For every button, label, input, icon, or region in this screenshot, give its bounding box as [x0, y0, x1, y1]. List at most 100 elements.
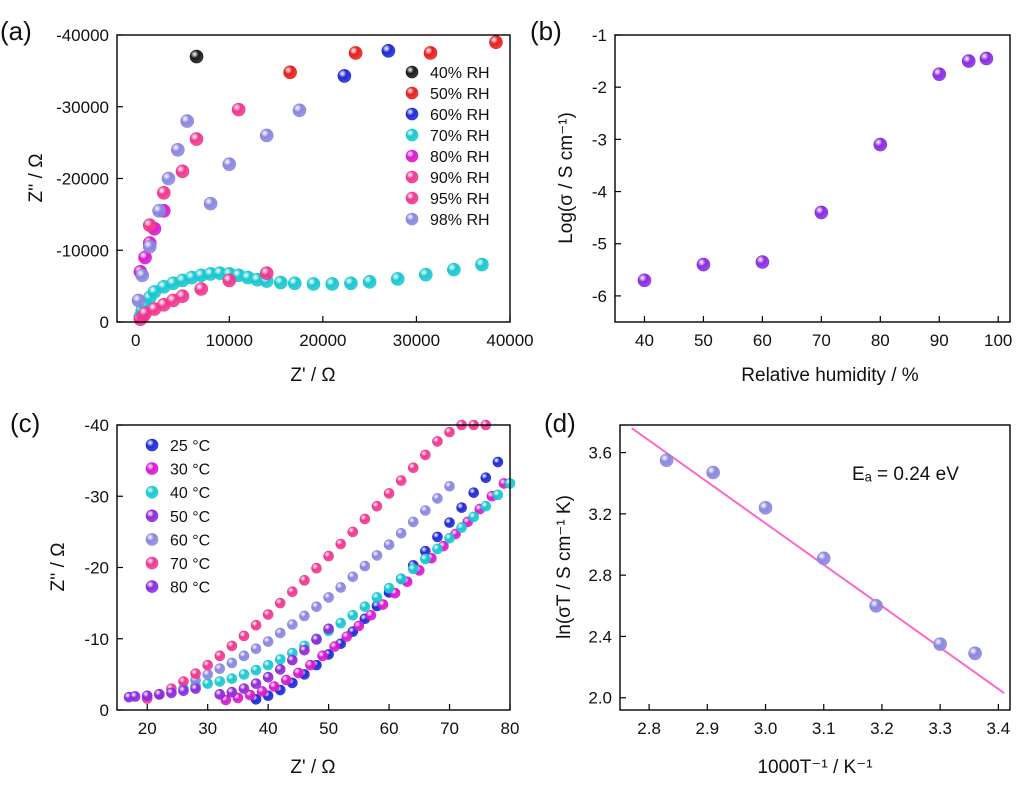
panel-d-xtick-label: 3.1 [812, 719, 836, 738]
data-point [299, 644, 310, 656]
panel-c-xtick-label: 60 [380, 719, 399, 738]
data-point [274, 597, 286, 609]
panel-c-ytick-label: -40 [84, 416, 109, 435]
data-point [637, 273, 652, 288]
legend-marker [145, 438, 159, 452]
data-point [816, 551, 831, 566]
panel-b-xtick-label: 60 [753, 331, 772, 350]
data-point [395, 527, 407, 539]
data-point [353, 620, 365, 632]
data-point [299, 575, 310, 586]
panel-c-xlabel: Z' / Ω [290, 757, 335, 778]
data-point [371, 550, 383, 561]
data-point [347, 609, 359, 621]
panel-d-ticks: 2.8 2.9 3.0 3.1 3.2 3.3 3.4 2.0 2.4 2.8 3.2 3.6 [588, 444, 1010, 738]
legend-entry: 95% RH [430, 191, 490, 208]
panel-c-xtick-label: 40 [259, 719, 278, 738]
panel-b-ytick-label: -2 [592, 78, 607, 97]
panel-b-marks [637, 51, 994, 288]
data-point [755, 255, 770, 269]
panel-c-xtick-label: 70 [440, 719, 459, 738]
data-point [202, 678, 213, 689]
panel-a: (a) 0 10000 20000 30000 40000 0 -10000 -20000 -3… [0, 16, 534, 386]
data-point [758, 500, 773, 515]
data-point [329, 641, 340, 652]
data-point [468, 487, 480, 498]
data-point [194, 282, 209, 296]
panel-d-ytick-label: 3.2 [588, 505, 612, 524]
legend-entry: 25 °C [170, 438, 210, 455]
data-point [226, 673, 238, 684]
legend-marker [405, 86, 419, 100]
data-point [238, 669, 250, 680]
data-point [231, 102, 246, 117]
legend-marker [145, 533, 159, 546]
data-point [444, 532, 455, 544]
data-point [250, 643, 262, 655]
legend-marker [405, 107, 419, 121]
data-point [135, 268, 150, 283]
data-point [226, 686, 238, 698]
panel-d-frame [619, 424, 1011, 711]
panel-c-xtick-label: 50 [319, 719, 338, 738]
data-point [432, 531, 443, 543]
panel-c-xtick-label: 20 [138, 719, 157, 738]
panel-b-xtick-label: 50 [694, 331, 713, 350]
data-point [152, 203, 166, 218]
panel-d-ylabel: ln(σT / S cm⁻¹ K) [554, 495, 575, 639]
panel-c-ytick-label: -30 [84, 487, 109, 506]
panel-b-xtick-label: 90 [930, 331, 949, 350]
panel-a-ylabel: Z'' / Ω [26, 154, 47, 203]
data-point [222, 157, 237, 171]
panel-d-annotation: Eₐ = 0.24 eV [852, 464, 959, 485]
data-point [344, 276, 358, 291]
panel-b-xtick-label: 40 [635, 331, 654, 350]
data-point [259, 266, 274, 281]
data-point [154, 689, 165, 700]
panel-a-ytick-label: -30000 [56, 98, 109, 117]
data-point [323, 623, 334, 635]
data-point [311, 601, 322, 612]
panel-a-ytick-label: 0 [100, 313, 109, 332]
data-point [311, 634, 322, 645]
panel-a-ticks: 0 10000 20000 30000 40000 0 -10000 -20000 -30000… [56, 26, 534, 350]
data-point [444, 480, 455, 492]
panel-a-xlabel: Z' / Ω [290, 365, 335, 386]
data-point [293, 667, 304, 679]
data-point [873, 137, 888, 152]
data-point [492, 489, 504, 501]
legend-marker [405, 149, 419, 163]
panel-b-ytick-label: -1 [592, 26, 607, 45]
data-point [214, 676, 226, 687]
panel-d: (d) 2.8 2.9 3.0 3.1 3.2 3.3 3.4 2.0 2.4 2.8 3.2 3.6… [544, 408, 1011, 778]
data-point [390, 272, 405, 286]
data-point [407, 462, 419, 474]
legend-entry: 90% RH [430, 170, 490, 187]
data-point [447, 262, 461, 277]
data-point [273, 275, 288, 290]
panel-d-xtick-label: 3.0 [754, 719, 778, 738]
panel-d-xtick-label: 2.9 [695, 719, 719, 738]
data-point [226, 657, 238, 669]
data-point [203, 196, 218, 211]
panel-b-xtick-label: 70 [812, 331, 831, 350]
data-point [456, 502, 467, 513]
data-point [420, 553, 431, 565]
panel-d-ytick-label: 3.6 [588, 444, 612, 463]
panel-d-xlabel: 1000T⁻¹ / K⁻¹ [757, 757, 872, 778]
data-point [305, 659, 316, 671]
legend-entry: 70 °C [170, 556, 210, 573]
data-point [238, 630, 250, 642]
data-point [283, 65, 297, 80]
data-point [189, 49, 204, 64]
data-point [190, 668, 201, 679]
panel-d-marks [631, 427, 1005, 694]
data-point [202, 669, 213, 680]
data-point [238, 650, 250, 662]
data-point [961, 54, 976, 68]
data-point [142, 239, 157, 254]
data-point [142, 218, 157, 232]
panel-c: (c) 20 30 40 50 60 70 80 0 -10 -20 -30 -40 25 °C 30 … [10, 408, 519, 778]
data-point [306, 277, 321, 291]
